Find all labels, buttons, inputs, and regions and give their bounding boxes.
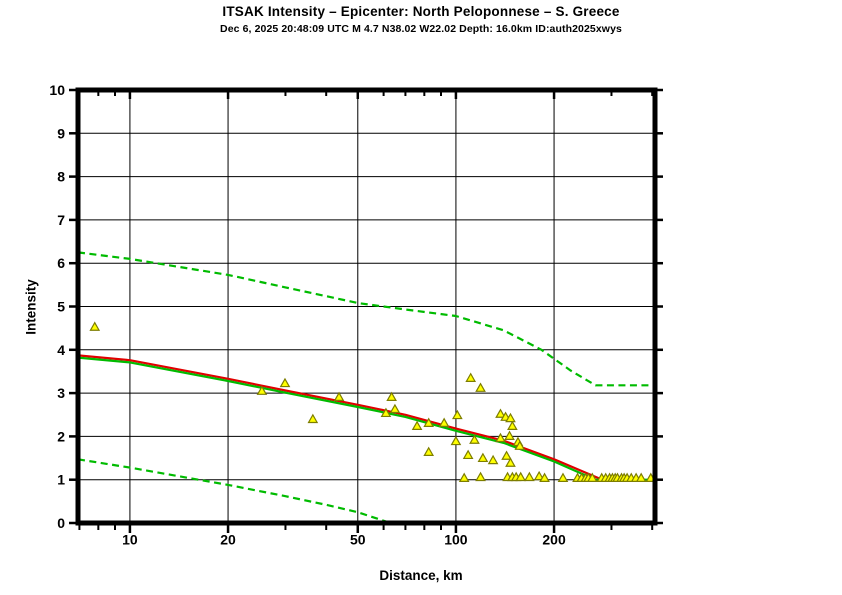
chart-subtitle: Dec 6, 2025 20:48:09 UTC M 4.7 N38.02 W2… (220, 23, 622, 35)
x-tick-label: 10 (122, 531, 138, 547)
observation-marker (450, 435, 462, 446)
upper-bound-dashed-line (77, 251, 655, 387)
observation-marker (477, 452, 489, 463)
observation-marker (533, 470, 545, 481)
y-tick-label: 3 (57, 385, 65, 401)
observation-marker (452, 409, 463, 420)
y-axis-label: Intensity (23, 279, 39, 335)
y-tick-label: 9 (57, 125, 65, 141)
observation-marker (386, 391, 397, 401)
observation-marker (539, 472, 550, 482)
x-tick-label: 20 (220, 531, 236, 547)
observation-marker (279, 377, 291, 388)
observation-marker (505, 412, 516, 423)
chart-header: ITSAK Intensity – Epicenter: North Pelop… (0, 4, 842, 35)
chart-title: ITSAK Intensity – Epicenter: North Pelop… (222, 4, 620, 19)
observation-marker (411, 420, 423, 431)
observation-marker (465, 372, 477, 382)
observation-marker (256, 385, 268, 395)
observation-marker (505, 457, 516, 467)
x-tick-label: 50 (350, 531, 366, 547)
observation-marker (487, 454, 499, 465)
y-tick-label: 1 (57, 472, 65, 488)
observation-marker (507, 420, 518, 431)
y-tick-label: 6 (57, 255, 65, 271)
observation-marker (557, 472, 569, 482)
y-tick-label: 5 (57, 299, 65, 315)
x-tick-label: 100 (444, 531, 468, 547)
observation-marker (495, 432, 506, 443)
observation-marker (514, 440, 526, 450)
y-tick-label: 0 (57, 515, 65, 531)
y-tick-label: 2 (57, 428, 65, 444)
observation-marker (501, 450, 512, 460)
observation-marker (586, 472, 598, 482)
observation-marker (389, 403, 401, 414)
observation-marker (423, 417, 435, 427)
observation-marker (515, 471, 527, 482)
median-green-line (77, 356, 655, 481)
observation-marker (462, 449, 474, 460)
observation-marker (458, 472, 470, 482)
observation-marker (423, 446, 435, 456)
observation-marker (469, 434, 480, 444)
observation-marker (438, 417, 450, 427)
observation-marker (89, 321, 101, 331)
observation-marker (333, 391, 345, 401)
x-axis-label: Distance, km (379, 568, 463, 583)
observation-marker (475, 471, 486, 482)
observation-marker (635, 472, 647, 482)
observation-marker (380, 407, 392, 418)
observation-marker (504, 430, 515, 440)
y-tick-label: 10 (49, 82, 65, 98)
median-red-line (77, 354, 600, 480)
y-tick-label: 7 (57, 212, 65, 228)
y-tick-label: 4 (57, 342, 65, 358)
observation-marker (524, 471, 535, 482)
observation-marker (307, 413, 319, 424)
lower-bound-dashed-line (77, 458, 391, 525)
y-tick-label: 8 (57, 169, 65, 185)
observation-marker (475, 382, 486, 392)
x-tick-label: 200 (542, 531, 566, 547)
observation-marker (495, 408, 506, 418)
